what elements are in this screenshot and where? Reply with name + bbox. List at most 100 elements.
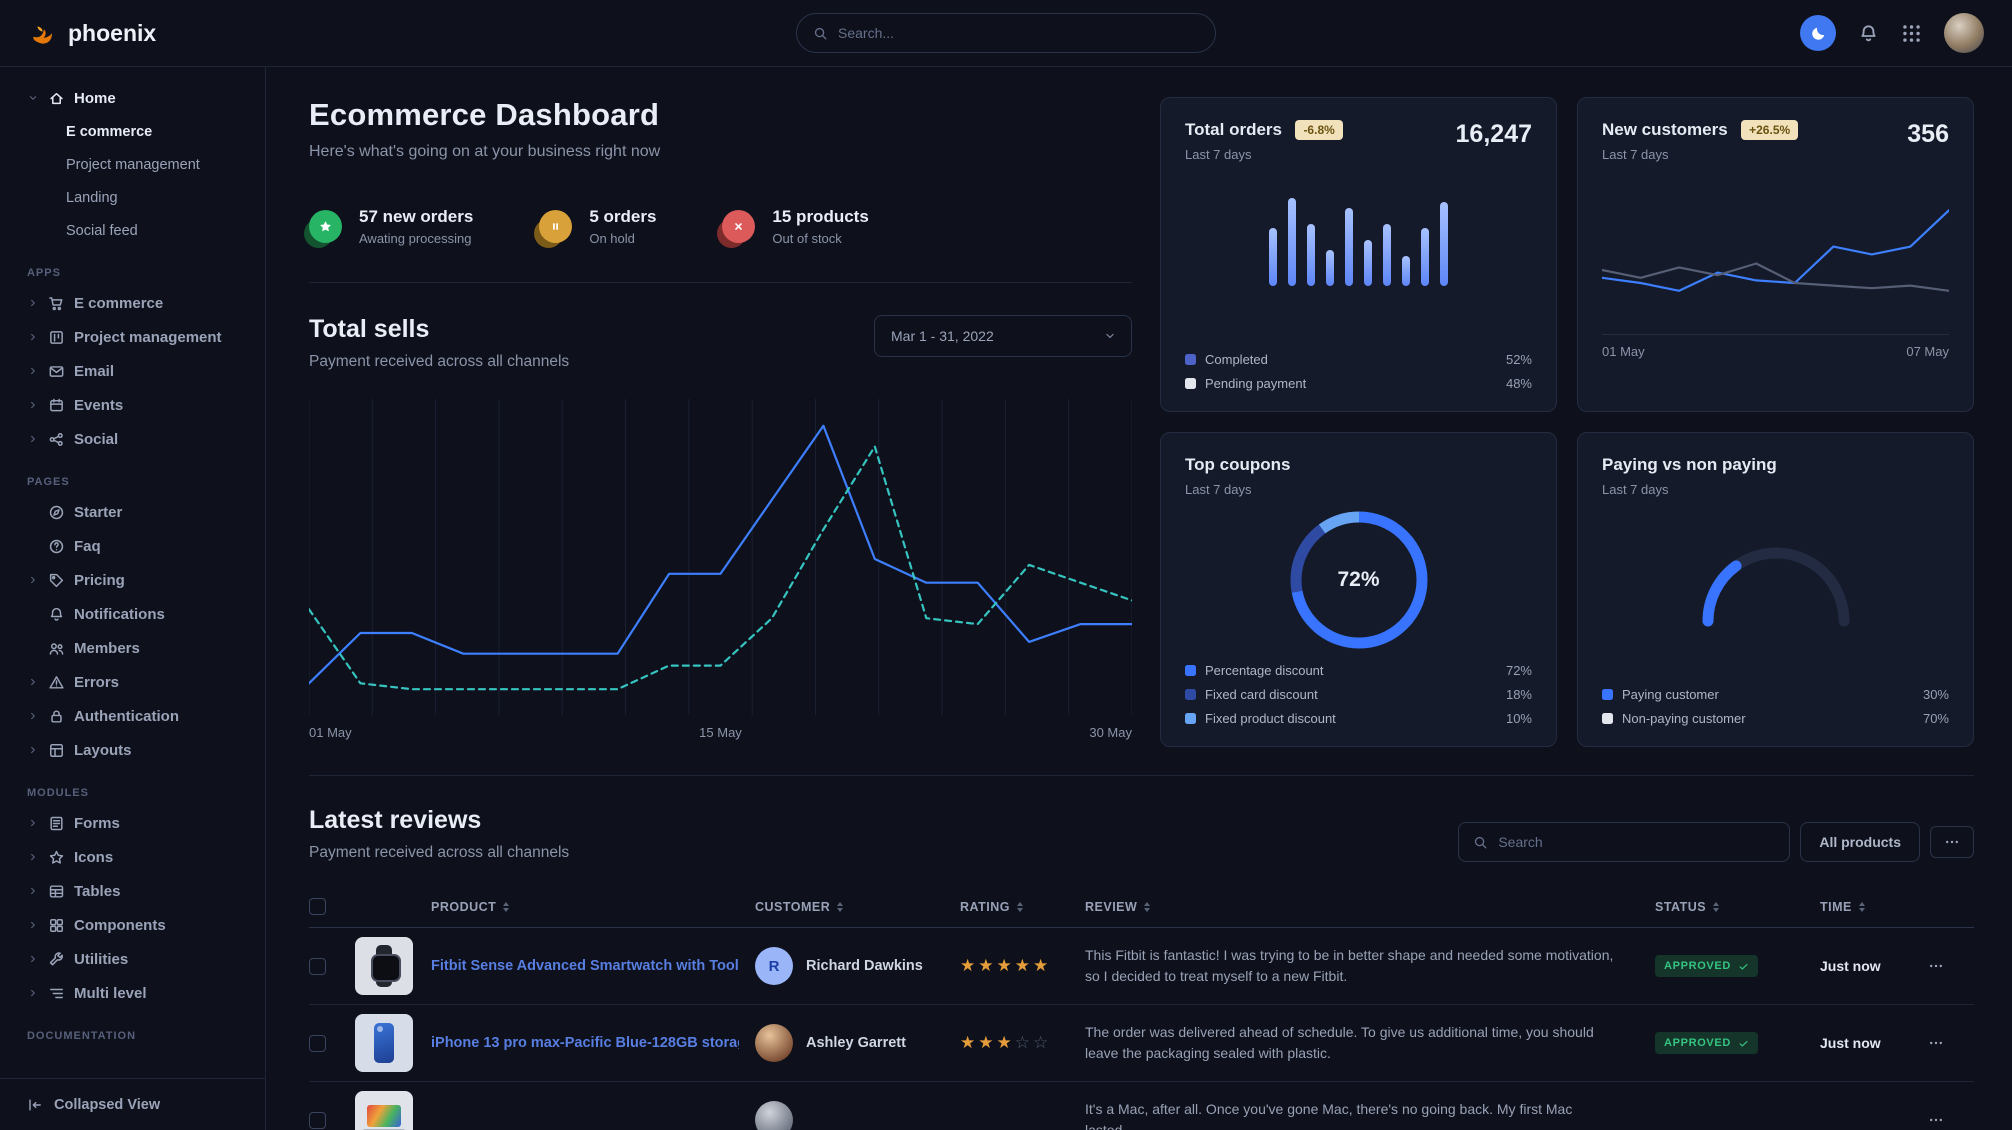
sidebar-item-forms[interactable]: Forms bbox=[0, 806, 265, 840]
sidebar-item-label: Events bbox=[74, 396, 124, 414]
legend-swatch bbox=[1185, 378, 1196, 389]
total-sells-subtitle: Payment received across all channels bbox=[309, 353, 570, 370]
reviews-search-input[interactable] bbox=[1498, 834, 1776, 850]
row-checkbox[interactable] bbox=[309, 957, 326, 975]
sidebar-item-label: Forms bbox=[74, 814, 120, 832]
caret-right-icon bbox=[27, 574, 39, 586]
card-value: 356 bbox=[1907, 120, 1949, 148]
sidebar-item-pricing[interactable]: Pricing bbox=[0, 563, 265, 597]
legend-swatch bbox=[1185, 665, 1196, 676]
legend-label: Paying customer bbox=[1622, 687, 1719, 702]
col-time[interactable]: TIME bbox=[1820, 899, 1852, 914]
sidebar-subitem-e-commerce[interactable]: E commerce bbox=[66, 123, 153, 140]
col-review[interactable]: REVIEW bbox=[1085, 899, 1138, 914]
legend-item-fixed-card-discount: Fixed card discount 18% bbox=[1185, 687, 1532, 702]
caret-spacer bbox=[27, 608, 39, 620]
sidebar-item-e-commerce[interactable]: E commerce bbox=[0, 286, 265, 320]
reviews-search[interactable] bbox=[1458, 822, 1791, 862]
collapse-icon bbox=[27, 1097, 43, 1113]
sidebar-subitem-landing[interactable]: Landing bbox=[66, 189, 118, 206]
caret-right-icon bbox=[27, 297, 39, 309]
bar bbox=[1326, 250, 1334, 286]
sidebar-item-icons[interactable]: Icons bbox=[0, 840, 265, 874]
col-product[interactable]: PRODUCT bbox=[431, 899, 497, 914]
bell-icon bbox=[1858, 23, 1879, 44]
cart-icon bbox=[48, 295, 65, 312]
sidebar-item-members[interactable]: Members bbox=[0, 631, 265, 665]
sidebar-item-events[interactable]: Events bbox=[0, 388, 265, 422]
caret-right-icon bbox=[27, 953, 39, 965]
row-actions-button[interactable] bbox=[1928, 958, 1974, 974]
sidebar-item-starter[interactable]: Starter bbox=[0, 495, 265, 529]
sidebar-item-authentication[interactable]: Authentication bbox=[0, 699, 265, 733]
global-search[interactable] bbox=[796, 13, 1216, 53]
col-customer[interactable]: CUSTOMER bbox=[755, 899, 831, 914]
sidebar-item-email[interactable]: Email bbox=[0, 354, 265, 388]
sidebar-section-label-modules: MODULES bbox=[27, 787, 89, 799]
sidebar-item-utilities[interactable]: Utilities bbox=[0, 942, 265, 976]
axis-label: 01 May bbox=[1602, 344, 1645, 359]
legend-swatch bbox=[1185, 354, 1196, 365]
col-status[interactable]: STATUS bbox=[1655, 899, 1707, 914]
sidebar-item-tables[interactable]: Tables bbox=[0, 874, 265, 908]
global-search-input[interactable] bbox=[838, 25, 1199, 41]
sidebar-item-home[interactable]: Home bbox=[0, 81, 265, 115]
layout-icon bbox=[48, 742, 65, 759]
axis-label: 15 May bbox=[699, 725, 742, 740]
sort-icon[interactable] bbox=[1017, 901, 1023, 912]
row-actions-button[interactable] bbox=[1928, 1035, 1974, 1051]
sidebar-item-components[interactable]: Components bbox=[0, 908, 265, 942]
kpi-cards: Total orders -6.8% Last 7 days 16,247 Co… bbox=[1160, 97, 1974, 747]
total-orders-bar-chart bbox=[1185, 186, 1532, 286]
reviews-controls: All products bbox=[1458, 822, 1974, 862]
sidebar-item-faq[interactable]: Faq bbox=[0, 529, 265, 563]
user-avatar[interactable] bbox=[1944, 13, 1984, 53]
sidebar-subitem-social-feed[interactable]: Social feed bbox=[66, 222, 138, 239]
product-link[interactable]: iPhone 13 pro max-Pacific Blue-128GB sto… bbox=[431, 1035, 739, 1051]
sidebar-item-social[interactable]: Social bbox=[0, 422, 265, 456]
axis-label: 07 May bbox=[1906, 344, 1949, 359]
caret-right-icon bbox=[27, 919, 39, 931]
card-total-orders: Total orders -6.8% Last 7 days 16,247 Co… bbox=[1160, 97, 1557, 412]
star-solid-icon bbox=[309, 210, 342, 243]
sidebar-subitem-project-management[interactable]: Project management bbox=[66, 156, 200, 173]
bar bbox=[1269, 228, 1277, 286]
table-icon bbox=[48, 883, 65, 900]
sidebar-item-label: Email bbox=[74, 362, 115, 380]
sidebar-item-errors[interactable]: Errors bbox=[0, 665, 265, 699]
legend-value: 72% bbox=[1505, 663, 1532, 678]
sidebar-item-notifications[interactable]: Notifications bbox=[0, 597, 265, 631]
sidebar-item-project-management[interactable]: Project management bbox=[0, 320, 265, 354]
sidebar-item-multi-level[interactable]: Multi level bbox=[0, 976, 265, 1010]
paying-legend: Paying customer 30% Non-paying customer 70% bbox=[1602, 687, 1949, 726]
collapsed-view-toggle[interactable]: Collapsed View bbox=[0, 1078, 265, 1130]
sidebar-item-label: E commerce bbox=[74, 294, 164, 312]
sidebar-item-layouts[interactable]: Layouts bbox=[0, 733, 265, 767]
warning-icon bbox=[48, 674, 65, 691]
date-range-select[interactable]: Mar 1 - 31, 2022 bbox=[874, 315, 1132, 357]
sort-icon[interactable] bbox=[1713, 901, 1720, 912]
col-rating[interactable]: RATING bbox=[960, 899, 1010, 914]
row-checkbox[interactable] bbox=[309, 1034, 326, 1052]
all-products-filter[interactable]: All products bbox=[1800, 822, 1920, 862]
tag-icon bbox=[48, 572, 65, 589]
caret-right-icon bbox=[27, 676, 39, 688]
row-actions-button[interactable] bbox=[1928, 1112, 1974, 1128]
sort-icon[interactable] bbox=[837, 901, 844, 912]
apps-grid-button[interactable] bbox=[1901, 23, 1922, 44]
bar bbox=[1402, 256, 1410, 286]
card-period: Last 7 days bbox=[1185, 147, 1252, 162]
sort-icon[interactable] bbox=[1858, 901, 1865, 912]
sort-icon[interactable] bbox=[1144, 901, 1151, 912]
bar bbox=[1440, 202, 1448, 286]
row-checkbox[interactable] bbox=[309, 1111, 326, 1129]
sort-icon[interactable] bbox=[503, 901, 510, 912]
product-link[interactable]: Fitbit Sense Advanced Smartwatch with To… bbox=[431, 958, 739, 974]
reviews-more-button[interactable] bbox=[1930, 826, 1974, 858]
sidebar-item-label: Components bbox=[74, 916, 166, 934]
theme-toggle-button[interactable] bbox=[1800, 15, 1836, 51]
brand[interactable]: phoenix bbox=[28, 18, 156, 48]
select-all-checkbox[interactable] bbox=[309, 898, 326, 915]
notifications-button[interactable] bbox=[1858, 23, 1879, 44]
legend-item-percentage-discount: Percentage discount 72% bbox=[1185, 663, 1532, 678]
